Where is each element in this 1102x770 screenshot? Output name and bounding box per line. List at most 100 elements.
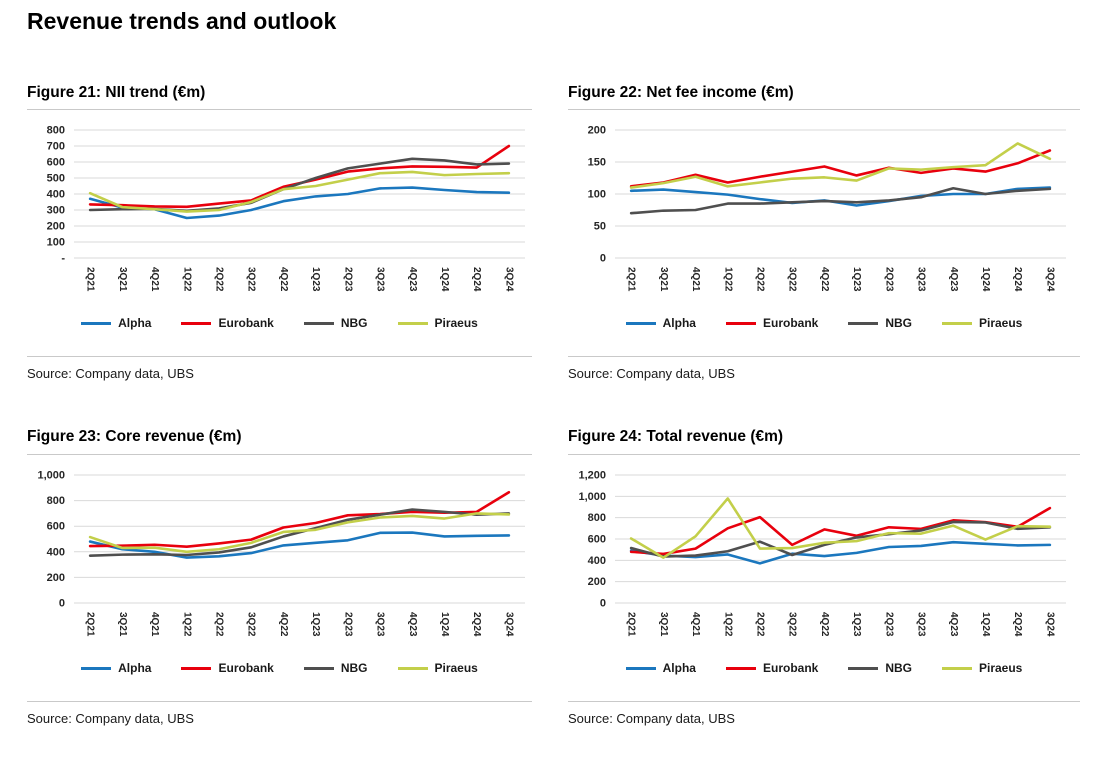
- x-axis-tick-label: 3Q23: [916, 267, 927, 292]
- figure-23-core-revenue: Figure 23: Core revenue (€m) 0 200 400 600 8…: [27, 428, 532, 727]
- source-note: Source: Company data, UBS: [568, 711, 735, 727]
- x-axis-tick-label: 1Q24: [439, 267, 450, 292]
- series-line-eurobank: [629, 149, 1052, 188]
- x-axis-tick-label: 1Q23: [851, 612, 862, 637]
- series-line-piraeus: [88, 512, 511, 554]
- legend-swatch-alpha: [81, 321, 112, 325]
- y-axis-tick-label: 100: [47, 237, 65, 249]
- total-revenue-chart: 0 200 400 600 800 1,000 1,200 2Q21 3Q21 4Q21 1Q22 2…: [578, 470, 1066, 637]
- y-axis-tick-label: 400: [47, 189, 65, 201]
- y-axis-tick-label: 1,000: [37, 470, 65, 482]
- figure-title: Figure 21: NII trend (€m): [27, 83, 206, 101]
- figure-title: Figure 23: Core revenue (€m): [27, 428, 242, 446]
- figure-title: Figure 22: Net fee income (€m): [568, 83, 794, 101]
- x-axis-tick-label: 3Q21: [117, 612, 128, 637]
- core-revenue-chart: 0 200 400 600 800 1,000 2Q21 3Q21 4Q21 1Q22 2Q22 3Q…: [37, 470, 525, 637]
- x-axis-tick-label: 4Q21: [149, 267, 160, 292]
- legend-swatch-nbg: [303, 666, 334, 670]
- legend-label: Alpha: [118, 316, 152, 331]
- legend-label: NBG: [340, 316, 368, 331]
- x-axis-tick-label: 2Q23: [883, 612, 894, 637]
- chart-area: 0 50 100 150 200 2Q21 3Q21 4Q21 1Q22 2Q22 3Q22 4Q22…: [568, 110, 1080, 312]
- x-axis-tick-label: 3Q22: [787, 612, 798, 637]
- figures-grid: Figure 21: NII trend (€m) - 100 200 300 400 5…: [27, 83, 1080, 728]
- y-axis-tick-label: 0: [59, 598, 65, 610]
- x-axis-tick-label: 2Q24: [1012, 612, 1023, 637]
- y-axis-tick-label: 400: [588, 555, 606, 567]
- legend-item-eurobank: Eurobank: [725, 316, 818, 330]
- chart-legend: Alpha Eurobank NBG Piraeus: [568, 659, 1080, 677]
- legend-label: NBG: [885, 661, 912, 676]
- x-axis-tick-label: 1Q22: [722, 267, 733, 292]
- figure-title: Figure 24: Total revenue (€m): [568, 428, 784, 446]
- legend-swatch-nbg: [303, 321, 334, 325]
- y-axis-tick-label: 150: [588, 157, 606, 169]
- legend-item-piraeus: Piraeus: [397, 661, 478, 676]
- x-axis-tick-label: 2Q24: [471, 267, 482, 292]
- series-line-piraeus: [629, 497, 1052, 559]
- x-axis-tick-label: 1Q22: [722, 612, 733, 637]
- legend-swatch-eurobank: [725, 321, 756, 325]
- legend-item-alpha: Alpha: [81, 661, 151, 675]
- x-axis-tick-label: 3Q22: [246, 267, 257, 292]
- divider: [27, 454, 532, 456]
- legend-swatch-alpha: [625, 321, 656, 325]
- x-axis-tick-label: 2Q22: [213, 267, 224, 292]
- y-axis-tick-label: 0: [600, 598, 606, 610]
- legend-label: Alpha: [662, 661, 696, 676]
- legend-item-eurobank: Eurobank: [725, 661, 818, 675]
- legend-label: Alpha: [662, 316, 696, 331]
- x-axis-tick-label: 2Q22: [754, 267, 765, 292]
- y-axis-tick-label: 600: [47, 521, 65, 533]
- x-axis-tick-label: 3Q21: [117, 267, 128, 292]
- x-axis-tick-label: 2Q23: [342, 267, 353, 292]
- figure-21-nii-trend: Figure 21: NII trend (€m) - 100 200 300 400 5…: [27, 84, 532, 383]
- legend-swatch-eurobank: [181, 321, 212, 325]
- x-axis-tick-label: 2Q21: [85, 612, 96, 637]
- x-axis-tick-label: 1Q24: [980, 267, 991, 292]
- x-axis-tick-label: 3Q24: [503, 612, 514, 637]
- x-axis-tick-label: 3Q24: [503, 267, 514, 292]
- source-note: Source: Company data, UBS: [27, 366, 194, 382]
- x-axis-tick-label: 1Q24: [439, 612, 450, 637]
- x-axis-tick-label: 1Q23: [310, 267, 321, 292]
- x-axis-tick-label: 4Q21: [690, 267, 701, 292]
- chart-legend: Alpha Eurobank NBG Piraeus: [568, 314, 1080, 332]
- legend-swatch-piraeus: [942, 321, 972, 325]
- x-axis-tick-label: 3Q24: [1044, 612, 1055, 637]
- series-line-piraeus: [629, 142, 1052, 190]
- x-axis-tick-label: 3Q23: [375, 612, 386, 637]
- y-axis-tick-label: 0: [600, 253, 606, 265]
- legend-label: NBG: [340, 661, 368, 676]
- series-line-alpha: [629, 540, 1052, 565]
- x-axis-tick-label: 2Q23: [883, 267, 894, 292]
- y-axis-tick-label: 1,000: [578, 491, 606, 503]
- legend-label: Piraeus: [434, 661, 478, 676]
- legend-label: Piraeus: [979, 316, 1023, 331]
- legend-swatch-alpha: [81, 666, 112, 670]
- x-axis-tick-label: 4Q22: [819, 267, 830, 292]
- legend-swatch-eurobank: [725, 666, 756, 670]
- legend-item-nbg: NBG: [303, 316, 368, 331]
- y-axis-tick-label: 400: [47, 546, 65, 558]
- legend-label: NBG: [885, 316, 912, 331]
- x-axis-tick-label: 4Q21: [149, 612, 160, 637]
- source-note: Source: Company data, UBS: [27, 711, 194, 727]
- y-axis-tick-label: 600: [47, 157, 65, 169]
- x-axis-tick-label: 2Q21: [626, 612, 637, 637]
- series-line-alpha: [88, 531, 511, 559]
- series-line-nbg: [629, 187, 1052, 215]
- x-axis-tick-label: 3Q23: [916, 612, 927, 637]
- legend-item-alpha: Alpha: [81, 316, 151, 330]
- y-axis-tick-label: 1,200: [578, 470, 606, 482]
- x-axis-tick-label: 1Q22: [181, 612, 192, 637]
- page-title: Revenue trends and outlook: [27, 8, 337, 34]
- x-axis-tick-label: 3Q21: [658, 612, 669, 637]
- legend-item-alpha: Alpha: [625, 661, 696, 676]
- x-axis-tick-label: 4Q23: [948, 612, 959, 637]
- y-axis-tick-label: 600: [588, 534, 606, 546]
- legend-item-piraeus: Piraeus: [942, 661, 1022, 675]
- y-axis-tick-label: 800: [47, 495, 65, 507]
- x-axis-tick-label: 1Q22: [181, 267, 192, 292]
- x-axis-tick-label: 3Q22: [246, 612, 257, 637]
